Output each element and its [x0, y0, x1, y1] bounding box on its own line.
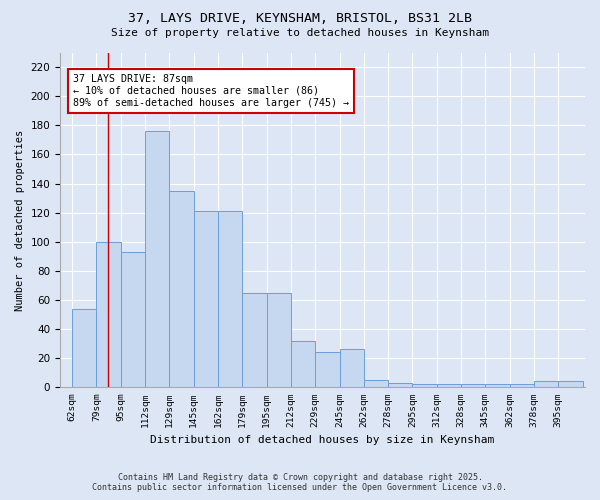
Bar [121, 252, 145, 388]
Bar [461, 384, 485, 388]
Bar [72, 308, 97, 388]
Y-axis label: Number of detached properties: Number of detached properties [15, 130, 25, 310]
Bar [315, 352, 340, 388]
Bar [97, 242, 121, 388]
Bar [242, 292, 266, 388]
Bar [558, 382, 583, 388]
X-axis label: Distribution of detached houses by size in Keynsham: Distribution of detached houses by size … [151, 435, 494, 445]
Bar [364, 380, 388, 388]
Text: 37, LAYS DRIVE, KEYNSHAM, BRISTOL, BS31 2LB: 37, LAYS DRIVE, KEYNSHAM, BRISTOL, BS31 … [128, 12, 472, 26]
Bar [145, 131, 169, 388]
Text: Size of property relative to detached houses in Keynsham: Size of property relative to detached ho… [111, 28, 489, 38]
Bar [509, 384, 534, 388]
Bar [218, 211, 242, 388]
Text: 37 LAYS DRIVE: 87sqm
← 10% of detached houses are smaller (86)
89% of semi-detac: 37 LAYS DRIVE: 87sqm ← 10% of detached h… [73, 74, 349, 108]
Bar [291, 340, 315, 388]
Bar [194, 211, 218, 388]
Bar [388, 383, 412, 388]
Bar [437, 384, 461, 388]
Bar [340, 350, 364, 388]
Bar [534, 382, 558, 388]
Bar [485, 384, 509, 388]
Bar [169, 191, 194, 388]
Bar [266, 292, 291, 388]
Text: Contains HM Land Registry data © Crown copyright and database right 2025.
Contai: Contains HM Land Registry data © Crown c… [92, 473, 508, 492]
Bar [412, 384, 437, 388]
